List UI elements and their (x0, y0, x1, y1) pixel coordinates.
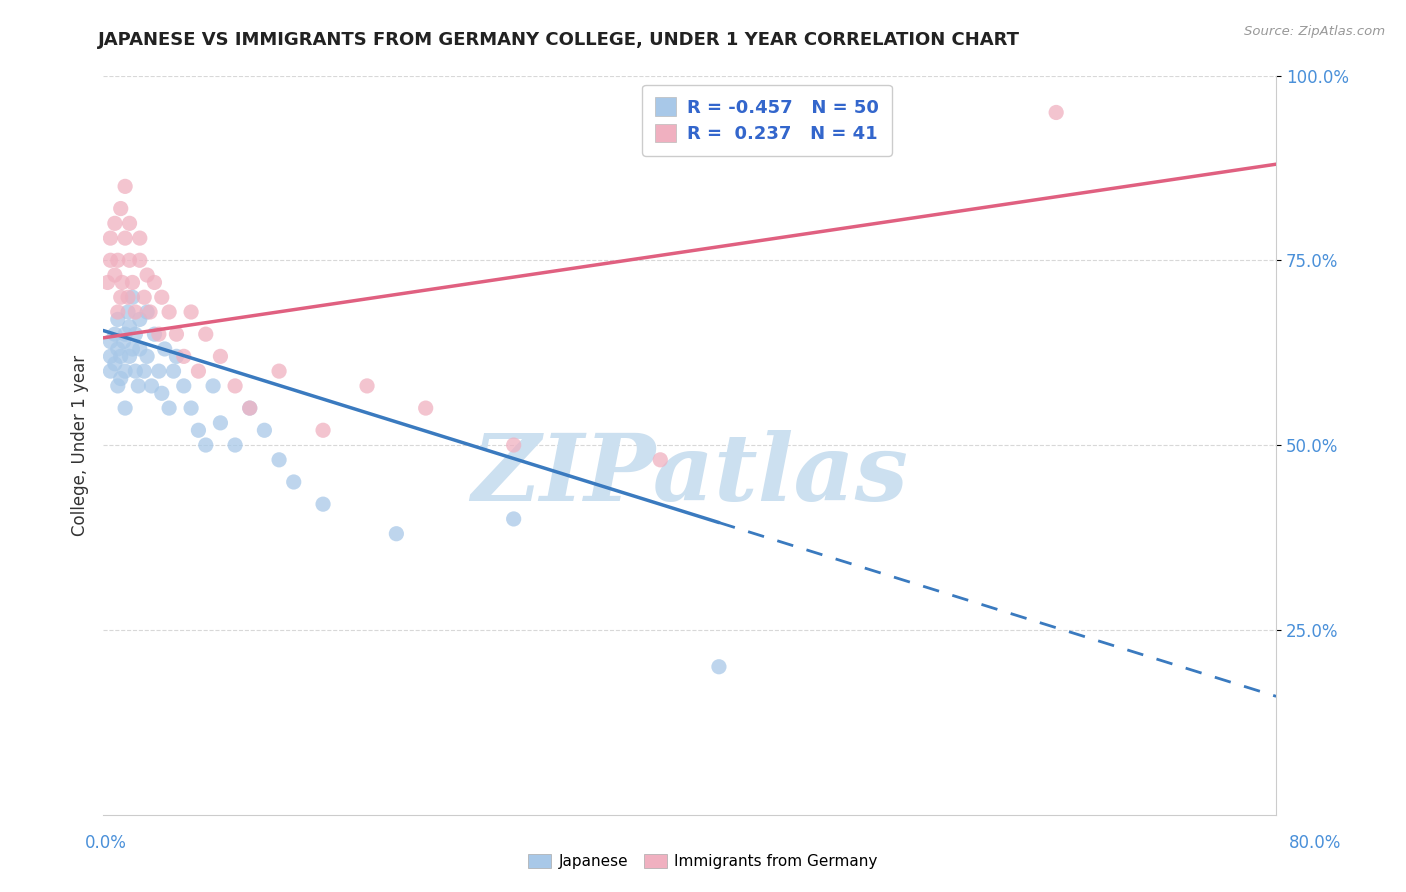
Point (110, 290, 132, 304)
Point (209, 350, 232, 364)
Point (100, 350, 122, 364)
Point (114, 401, 136, 415)
Text: 0.0%: 0.0% (84, 834, 127, 852)
Point (148, 327, 170, 342)
Point (100, 334, 122, 349)
Point (121, 342, 143, 356)
Point (96, 276, 118, 290)
Point (385, 526, 408, 541)
Point (187, 423, 209, 437)
Point (141, 379, 163, 393)
Point (118, 319, 141, 334)
Point (650, 452, 672, 467)
Point (117, 305, 139, 319)
Point (707, 659, 730, 673)
Point (267, 452, 290, 467)
Point (209, 416, 232, 430)
Point (127, 379, 149, 393)
Point (162, 364, 184, 378)
Point (239, 401, 262, 415)
Point (143, 327, 166, 342)
Point (173, 379, 195, 393)
Point (100, 253, 122, 268)
Point (157, 305, 180, 319)
Point (165, 350, 187, 364)
Point (128, 253, 150, 268)
Point (107, 379, 129, 393)
Point (121, 290, 143, 304)
Point (100, 364, 122, 378)
Point (253, 423, 276, 437)
Point (150, 290, 173, 304)
Point (150, 386, 173, 401)
Legend: Japanese, Immigrants from Germany: Japanese, Immigrants from Germany (522, 847, 884, 875)
Point (104, 216, 127, 230)
Point (110, 350, 132, 364)
Point (124, 364, 146, 378)
Point (224, 438, 246, 452)
Point (239, 401, 262, 415)
Point (502, 512, 524, 526)
Point (124, 305, 146, 319)
Point (134, 364, 156, 378)
Point (134, 290, 156, 304)
Point (283, 475, 305, 489)
Point (114, 364, 136, 378)
Point (104, 327, 127, 342)
Point (224, 379, 246, 393)
Text: 80.0%: 80.0% (1288, 834, 1341, 852)
Point (148, 364, 170, 378)
Point (180, 401, 202, 415)
Point (1045, 105, 1067, 120)
Point (124, 327, 146, 342)
Point (202, 379, 225, 393)
Point (157, 401, 180, 415)
Point (180, 305, 202, 319)
Point (187, 364, 209, 378)
Point (118, 216, 141, 230)
Point (110, 202, 132, 216)
Point (111, 276, 134, 290)
Point (194, 327, 217, 342)
Point (139, 305, 162, 319)
Point (356, 379, 378, 393)
Point (267, 364, 290, 378)
Point (312, 423, 335, 437)
Point (136, 268, 159, 282)
Point (128, 231, 150, 245)
Point (128, 342, 150, 356)
Point (104, 357, 127, 371)
Point (143, 276, 166, 290)
Point (415, 401, 437, 415)
Point (173, 350, 195, 364)
Point (136, 350, 159, 364)
Point (117, 290, 139, 304)
Y-axis label: College, Under 1 year: College, Under 1 year (72, 354, 89, 535)
Point (118, 253, 141, 268)
Point (107, 253, 129, 268)
Legend: R = -0.457   N = 50, R =  0.237   N = 41: R = -0.457 N = 50, R = 0.237 N = 41 (643, 85, 891, 156)
Point (128, 312, 150, 326)
Point (114, 231, 136, 245)
Point (194, 438, 217, 452)
Point (100, 231, 122, 245)
Point (112, 334, 135, 349)
Text: ZIPatlas: ZIPatlas (471, 430, 908, 520)
Point (121, 276, 143, 290)
Point (502, 438, 524, 452)
Point (104, 268, 127, 282)
Point (118, 350, 141, 364)
Point (107, 305, 129, 319)
Point (312, 497, 335, 511)
Point (107, 312, 129, 326)
Point (165, 327, 187, 342)
Text: Source: ZipAtlas.com: Source: ZipAtlas.com (1244, 25, 1385, 38)
Point (110, 371, 132, 385)
Text: JAPANESE VS IMMIGRANTS FROM GERMANY COLLEGE, UNDER 1 YEAR CORRELATION CHART: JAPANESE VS IMMIGRANTS FROM GERMANY COLL… (98, 31, 1021, 49)
Point (153, 342, 176, 356)
Point (114, 179, 136, 194)
Point (136, 305, 159, 319)
Point (114, 327, 136, 342)
Point (107, 342, 129, 356)
